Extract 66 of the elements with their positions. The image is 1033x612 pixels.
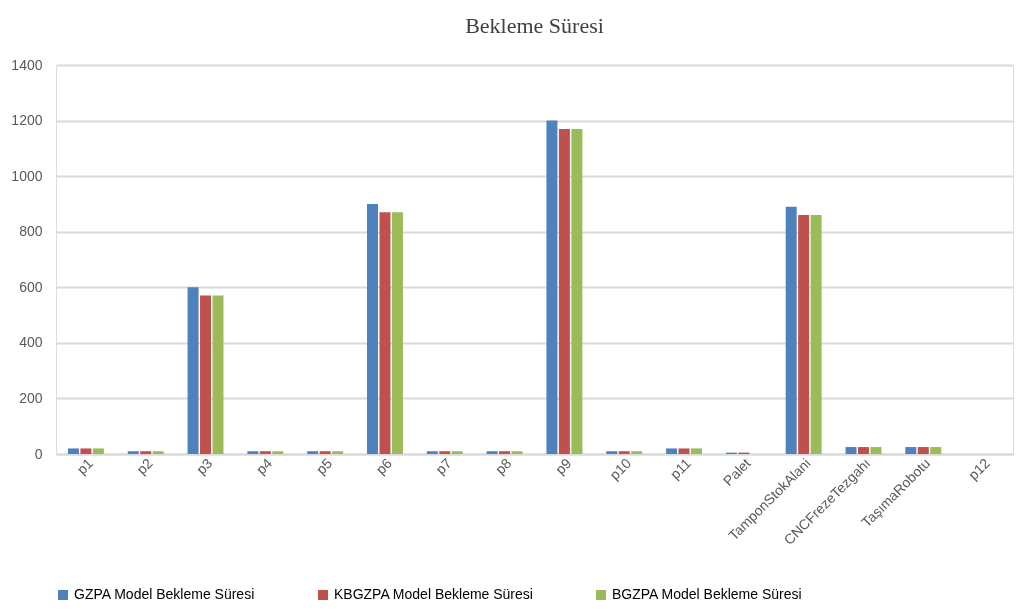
x-tick-label: p2 (133, 454, 156, 478)
x-tick-label: p3 (193, 454, 216, 478)
bar (930, 447, 942, 454)
bar (187, 287, 199, 454)
y-tick-label: 200 (19, 389, 43, 406)
bar (127, 451, 139, 454)
bar (319, 451, 331, 454)
bar (870, 447, 882, 454)
bar (272, 451, 284, 454)
bar (631, 451, 643, 454)
bar (571, 128, 583, 454)
bar (785, 206, 797, 454)
x-tick-label: p9 (551, 454, 575, 478)
x-tick-label: p7 (432, 454, 455, 478)
bar (152, 451, 164, 454)
bar (451, 451, 463, 454)
bar (307, 451, 319, 454)
bar (259, 451, 271, 454)
x-tick-label: p4 (252, 454, 276, 478)
x-tick-label: p5 (312, 454, 336, 478)
bar (678, 448, 690, 454)
bar (917, 447, 929, 454)
chart-title: Bekleme Süresi (465, 13, 604, 38)
bar (618, 451, 630, 454)
bar (666, 448, 678, 454)
legend-label: KBGZPA Model Bekleme Süresi (334, 586, 533, 602)
bar (798, 215, 810, 454)
x-tick-label: p6 (372, 454, 396, 478)
bar (499, 451, 511, 454)
y-tick-label: 400 (19, 334, 43, 351)
bar (439, 451, 451, 454)
bar (391, 212, 403, 454)
bar (80, 448, 92, 454)
y-tick-label: 1400 (11, 56, 43, 73)
bar (857, 447, 869, 454)
bar (247, 451, 259, 454)
y-tick-label: 1200 (11, 112, 43, 129)
bar (511, 451, 523, 454)
bar (905, 447, 917, 454)
bar (690, 448, 702, 454)
y-tick-label: 0 (34, 445, 43, 462)
x-tick-label: p11 (666, 454, 695, 483)
bar (845, 447, 857, 454)
x-tick-label: p10 (606, 454, 635, 483)
y-tick-label: 800 (19, 223, 43, 240)
bar (810, 215, 822, 454)
bar (426, 451, 438, 454)
bar (486, 451, 498, 454)
bar (546, 120, 558, 454)
x-tick-label: p1 (73, 454, 96, 478)
bar (367, 203, 379, 454)
bar (212, 295, 224, 454)
x-tick-label: p8 (492, 454, 515, 478)
bar (379, 212, 391, 454)
bar (140, 451, 152, 454)
bar (92, 448, 104, 454)
bar (606, 451, 618, 454)
legend-label: GZPA Model Bekleme Süresi (74, 586, 255, 602)
y-tick-label: 600 (19, 278, 43, 295)
y-tick-label: 1000 (11, 167, 43, 184)
bar (332, 451, 344, 454)
bar (200, 295, 212, 454)
x-tick-label: p12 (965, 454, 994, 483)
legend-label: BGZPA Model Bekleme Süresi (612, 586, 802, 602)
bar (67, 448, 79, 454)
bar (558, 128, 570, 454)
